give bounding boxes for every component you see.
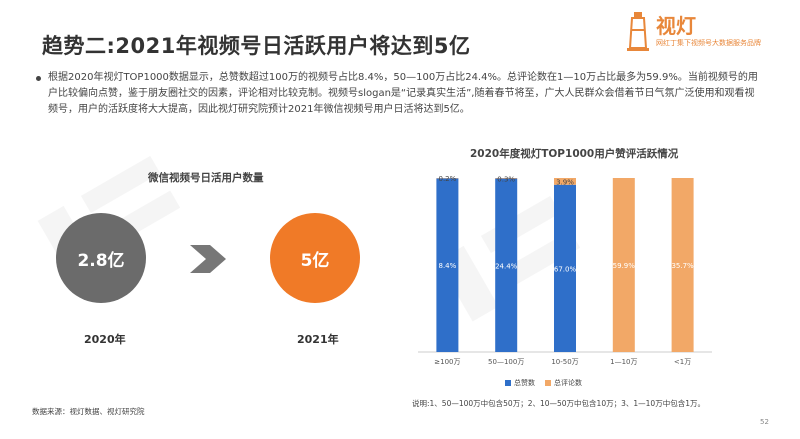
dau-value-2020: 2.8亿	[77, 250, 125, 271]
legend-swatch-likes	[505, 380, 511, 386]
chevron-right-icon	[190, 245, 226, 273]
year-label-2020: 2020年	[84, 333, 126, 346]
brand-tagline: 网红丁集下视频号大数据服务品牌	[656, 39, 761, 47]
data-label-1-4: 35.7%	[671, 262, 694, 270]
stacked-bar-chart: 8.4% 0.2% ≥100万 24.4% 0.3% 50—100万 67.0% 3.9% 10…	[410, 170, 720, 390]
legend-item-likes: 总赞数	[505, 378, 535, 388]
legend-label-likes: 总赞数	[514, 379, 535, 387]
chart-svg: 8.4% 0.2% ≥100万 24.4% 0.3% 50—100万 67.0% 3.9% 10…	[418, 175, 712, 366]
data-label-1-2: 3.9%	[556, 178, 574, 186]
summary-paragraph: 根据2020年视灯TOP1000数据显示，总赞数超过100万的视频号占比8.4%…	[36, 70, 762, 118]
legend-item-comments: 总评论数	[545, 378, 582, 388]
data-label-0-0: 8.4%	[439, 262, 457, 270]
data-source: 数据来源：视灯数据、视灯研究院	[32, 407, 145, 416]
summary-text: 根据2020年视灯TOP1000数据显示，总赞数超过100万的视频号占比8.4%…	[48, 72, 758, 115]
bar-segment-0-1	[495, 178, 518, 352]
legend-swatch-comments	[545, 380, 551, 386]
brand-logo: 视灯 网红丁集下视频号大数据服务品牌	[620, 6, 790, 56]
bullet-icon	[36, 76, 41, 81]
bar-segment-0-0	[436, 178, 459, 352]
dau-value-2021: 5亿	[300, 250, 330, 271]
data-label-1-3: 59.9%	[613, 262, 636, 270]
data-label-1-1: 0.3%	[497, 175, 515, 183]
lighthouse-icon	[627, 12, 649, 51]
data-label-1-0: 0.2%	[439, 175, 457, 183]
chart-title: 2020年度视灯TOP1000用户赞评活跃情况	[470, 148, 679, 160]
dau-circle-2021: 5亿	[270, 213, 360, 303]
data-label-0-1: 24.4%	[495, 262, 518, 270]
x-tick-label-3: 1—10万	[610, 358, 637, 366]
chart-note: 说明:1、50—100万中包含50万；2、10—50万中包含10万；3、1—10…	[412, 399, 705, 408]
dau-circle-2020: 2.8亿	[56, 213, 146, 303]
brand-name: 视灯	[656, 14, 696, 38]
bar-segment-1-3	[612, 178, 635, 352]
chart-legend: 总赞数 总评论数	[505, 378, 582, 388]
x-tick-label-0: ≥100万	[434, 358, 460, 366]
page-title: 趋势二:2021年视频号日活跃用户将达到5亿	[42, 34, 471, 58]
bar-segment-0-2	[554, 184, 576, 352]
year-label-2021: 2021年	[297, 333, 339, 346]
x-tick-label-2: 10-50万	[551, 358, 578, 366]
x-tick-label-4: <1万	[674, 358, 691, 366]
data-label-0-2: 67.0%	[554, 265, 577, 273]
bar-segment-1-2	[554, 178, 576, 185]
x-tick-label-1: 50—100万	[488, 358, 524, 366]
bar-segment-1-1	[495, 178, 518, 179]
legend-label-comments: 总评论数	[554, 379, 582, 387]
page-number: 52	[760, 418, 769, 426]
bar-segment-1-4	[671, 178, 694, 352]
left-panel-title: 微信视频号日活用户数量	[148, 172, 264, 184]
